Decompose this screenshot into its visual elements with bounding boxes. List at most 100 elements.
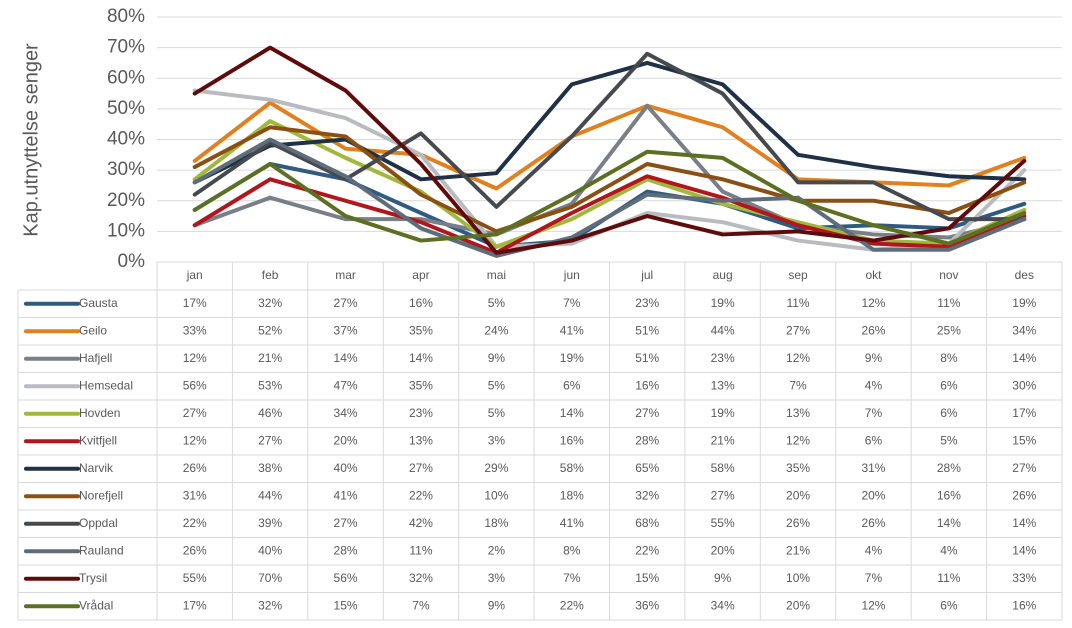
x-tick-label: des <box>1015 268 1034 282</box>
table-cell: 5% <box>488 296 506 310</box>
table-cell: 32% <box>635 488 659 502</box>
table-cell: 7% <box>563 296 581 310</box>
table-cell: 19% <box>711 296 735 310</box>
table-cell: 27% <box>409 461 433 475</box>
legend-label: Oppdal <box>79 516 118 530</box>
series-line <box>192 60 1027 185</box>
table-cell: 14% <box>1012 351 1036 365</box>
table-cell: 9% <box>714 571 732 585</box>
table-cell: 6% <box>940 598 958 612</box>
table-cell: 52% <box>258 323 282 337</box>
table-cell: 25% <box>937 323 961 337</box>
legend-label: Narvik <box>79 461 114 475</box>
table-cell: 22% <box>183 516 207 530</box>
table-cell: 15% <box>334 598 358 612</box>
table-cell: 27% <box>635 406 659 420</box>
table-cell: 56% <box>334 571 358 585</box>
x-tick-label: mar <box>335 268 356 282</box>
table-cell: 19% <box>711 406 735 420</box>
table-cell: 12% <box>861 598 885 612</box>
x-tick-label: apr <box>412 268 429 282</box>
table-cell: 20% <box>711 543 735 557</box>
table-cell: 58% <box>560 461 584 475</box>
table-cell: 30% <box>1012 378 1036 392</box>
table-cell: 6% <box>865 433 883 447</box>
table-cell: 34% <box>711 598 735 612</box>
table-cell: 11% <box>937 296 960 310</box>
y-tick-label: 10% <box>107 220 145 241</box>
table-cell: 29% <box>484 461 508 475</box>
table-cell: 7% <box>865 406 883 420</box>
table-cell: 55% <box>183 571 207 585</box>
table-cell: 68% <box>635 516 659 530</box>
y-tick-label: 50% <box>107 98 145 119</box>
table-cell: 15% <box>1012 433 1036 447</box>
table-cell: 23% <box>635 296 659 310</box>
x-tick-label: jul <box>640 268 653 282</box>
table-cell: 18% <box>560 488 584 502</box>
table-cell: 13% <box>786 406 810 420</box>
table-cell: 4% <box>940 543 958 557</box>
series-line <box>192 174 1027 255</box>
table-cell: 21% <box>786 543 810 557</box>
table-cell: 32% <box>409 571 433 585</box>
table-cell: 4% <box>865 543 883 557</box>
table-cell: 26% <box>183 543 207 557</box>
table-cell: 5% <box>488 406 506 420</box>
y-tick-label: 20% <box>107 190 145 211</box>
table-cell: 27% <box>334 516 358 530</box>
y-tick-label: 80% <box>107 6 145 27</box>
table-cell: 16% <box>409 296 433 310</box>
table-cell: 9% <box>488 598 506 612</box>
x-tick-label: nov <box>939 268 958 282</box>
table-cell: 10% <box>786 571 810 585</box>
table-cell: 14% <box>560 406 584 420</box>
table-cell: 5% <box>940 433 958 447</box>
table-cell: 19% <box>560 351 584 365</box>
table-cell: 16% <box>1012 598 1036 612</box>
table-cell: 41% <box>560 516 584 530</box>
table-cell: 20% <box>334 433 358 447</box>
table-cell: 28% <box>334 543 358 557</box>
table-cell: 39% <box>258 516 282 530</box>
table-cell: 17% <box>183 598 207 612</box>
table-cell: 17% <box>183 296 207 310</box>
table-cell: 36% <box>635 598 659 612</box>
table-cell: 18% <box>484 516 508 530</box>
table-cell: 7% <box>865 571 883 585</box>
table-cell: 7% <box>563 571 581 585</box>
table-cell: 26% <box>861 516 885 530</box>
table-cell: 33% <box>183 323 207 337</box>
table-cell: 7% <box>789 378 807 392</box>
x-tick-label: sep <box>788 268 808 282</box>
table-cell: 38% <box>258 461 282 475</box>
x-tick-label: jan <box>186 268 203 282</box>
table-cell: 27% <box>786 323 810 337</box>
table-cell: 17% <box>1012 406 1036 420</box>
table-cell: 9% <box>865 351 883 365</box>
table-cell: 21% <box>258 351 282 365</box>
table-cell: 11% <box>937 571 960 585</box>
x-tick-label: mai <box>487 268 506 282</box>
table-cell: 31% <box>183 488 207 502</box>
table-cell: 55% <box>711 516 735 530</box>
table-cell: 26% <box>786 516 810 530</box>
table-cell: 34% <box>1012 323 1036 337</box>
table-cell: 28% <box>937 461 961 475</box>
table-cell: 12% <box>786 351 810 365</box>
table-cell: 13% <box>711 378 735 392</box>
table-cell: 35% <box>409 378 433 392</box>
table-cell: 6% <box>940 378 958 392</box>
table-cell: 2% <box>488 543 506 557</box>
table-cell: 3% <box>488 571 506 585</box>
series-line <box>192 45 1027 255</box>
table-cell: 20% <box>786 488 810 502</box>
y-tick-label: 60% <box>107 67 145 88</box>
table-cell: 11% <box>409 543 432 557</box>
legend-label: Hovden <box>79 406 120 420</box>
table-cell: 10% <box>484 488 508 502</box>
table-cell: 20% <box>786 598 810 612</box>
table-cell: 6% <box>563 378 581 392</box>
table-cell: 51% <box>635 323 659 337</box>
